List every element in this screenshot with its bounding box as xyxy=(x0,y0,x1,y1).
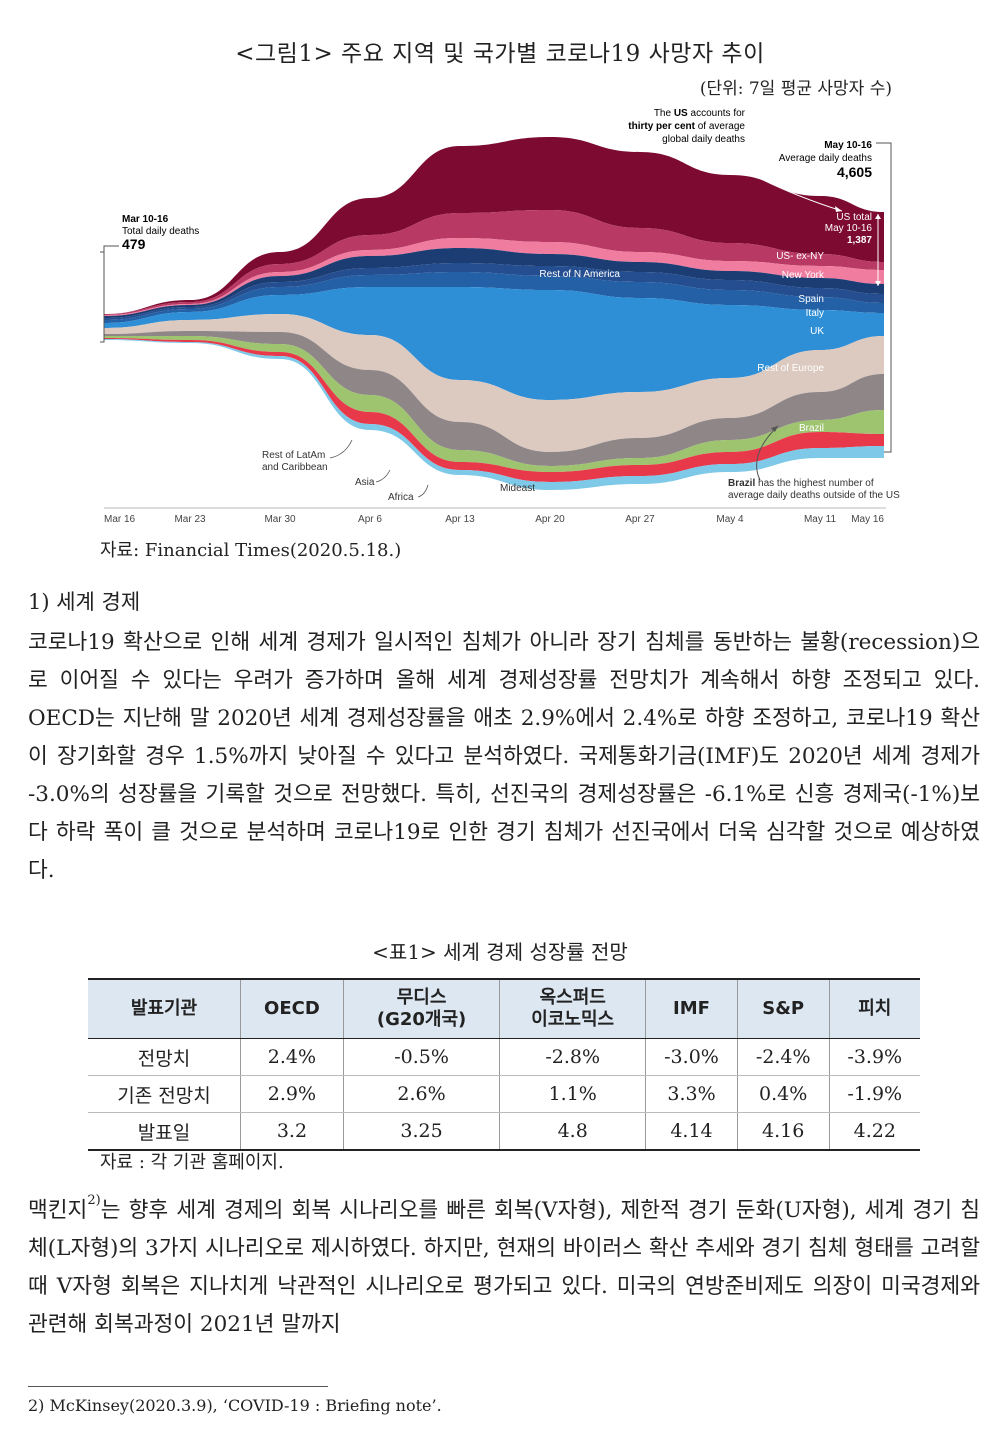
start-value: 479 xyxy=(122,236,146,252)
mckinsey-text: 맥킨지 xyxy=(28,1198,88,1223)
growth-forecast-table: 발표기관 OECD 무디스 (G20개국) 옥스퍼드 이코노믹스 IMF S&P… xyxy=(88,978,920,1151)
label-africa: Africa xyxy=(388,492,414,503)
x-tick-label: Apr 20 xyxy=(535,514,565,525)
label-us-ex-ny: US- ex-NY xyxy=(776,251,824,262)
table-cell: 0.4% xyxy=(736,1075,830,1113)
label-new-york: New York xyxy=(782,270,825,281)
table-row: 전망치 2.4% -0.5% -2.8% -3.0% -2.4% -3.9% xyxy=(88,1038,920,1076)
table-cell: 기존 전망치 xyxy=(88,1075,241,1113)
label-brazil: Brazil xyxy=(799,423,824,434)
th-oecd: OECD xyxy=(239,978,344,1039)
table-header-row: 발표기관 OECD 무디스 (G20개국) 옥스퍼드 이코노믹스 IMF S&P… xyxy=(88,978,920,1039)
x-tick-label: May 4 xyxy=(716,514,744,525)
us-note-line3: global daily deaths xyxy=(662,134,745,145)
layer-us-ex-ny xyxy=(104,137,884,314)
table-cell: -3.0% xyxy=(645,1038,738,1076)
layer-rest-of-n-america xyxy=(104,238,884,316)
table-cell: 2.6% xyxy=(342,1075,500,1113)
us-note-arrow xyxy=(704,145,843,212)
layer-uk xyxy=(104,272,884,323)
x-tick-label: Mar 23 xyxy=(174,514,206,525)
table-cell: -3.9% xyxy=(828,1038,920,1076)
table-cell: 3.2 xyxy=(239,1112,344,1151)
x-tick-label: Apr 6 xyxy=(358,514,382,525)
x-tick-label: Mar 30 xyxy=(264,514,296,525)
th-agency: 발표기관 xyxy=(88,978,241,1039)
label-mideast: Mideast xyxy=(500,483,535,494)
table-cell: -1.9% xyxy=(828,1075,920,1113)
x-tick-label: Apr 27 xyxy=(625,514,655,525)
table-row: 기존 전망치 2.9% 2.6% 1.1% 3.3% 0.4% -1.9% xyxy=(88,1075,920,1113)
section-heading: 1) 세계 경제 xyxy=(28,590,141,614)
brazil-note-line1: Brazil has the highest number of xyxy=(728,478,874,489)
table-cell: -2.4% xyxy=(736,1038,830,1076)
figure-unit: (단위: 7일 평균 사망자 수) xyxy=(699,79,892,99)
table-cell: 4.14 xyxy=(645,1112,738,1151)
table-cell: 3.3% xyxy=(645,1075,738,1113)
start-label: Mar 10-16 xyxy=(122,214,169,225)
table-cell: 전망치 xyxy=(88,1038,241,1076)
end-label: May 10-16 xyxy=(824,140,872,151)
table-title: <표1> 세계 경제 성장률 전망 xyxy=(372,940,628,964)
th-imf: IMF xyxy=(645,978,738,1039)
end-value: 4,605 xyxy=(837,164,872,180)
table-source: 자료 : 각 기관 홈페이지. xyxy=(100,1152,284,1173)
table-cell: 4.16 xyxy=(736,1112,830,1151)
layer-brazil xyxy=(104,331,884,466)
layer-rest-of-latam-and-caribbean xyxy=(104,314,884,452)
th-oxford: 옥스퍼드 이코노믹스 xyxy=(499,978,646,1039)
layer-spain xyxy=(104,248,884,318)
x-tick-label: May 16 xyxy=(851,514,884,525)
table-cell: 3.25 xyxy=(342,1112,500,1151)
label-asia: Asia xyxy=(355,477,375,488)
label-spain: Spain xyxy=(798,294,824,305)
label-latam-line1: Rest of LatAm xyxy=(262,450,325,461)
th-fitch: 피치 xyxy=(828,978,920,1039)
table-cell: -0.5% xyxy=(342,1038,500,1076)
table-cell: -2.8% xyxy=(499,1038,646,1076)
paragraph-world-economy: 코로나19 확산으로 인해 세계 경제가 일시적인 침체가 아니라 장기 침체를… xyxy=(28,630,980,883)
footnote-ref[interactable]: 2) xyxy=(87,1193,101,1208)
paragraph2-text: 는 향후 세계 경제의 회복 시나리오를 빠른 회복(V자형), 제한적 경기 … xyxy=(28,1198,980,1337)
us-total-value: 1,387 xyxy=(847,235,872,246)
label-rest-n-america: Rest of N America xyxy=(539,269,620,280)
label-latam-line2: and Caribbean xyxy=(262,462,328,473)
table-cell: 4.8 xyxy=(499,1112,646,1151)
us-note-line2: thirty per cent of average xyxy=(628,121,745,132)
us-total-period: May 10-16 xyxy=(825,223,873,234)
start-sub: Total daily deaths xyxy=(122,226,199,237)
table-cell: 발표일 xyxy=(88,1112,241,1151)
table-row: 발표일 3.2 3.25 4.8 4.14 4.16 4.22 xyxy=(88,1112,920,1151)
footnote-divider xyxy=(28,1386,328,1387)
x-tick-label: Mar 16 xyxy=(104,514,136,525)
end-sub: Average daily deaths xyxy=(779,153,872,164)
label-rest-of-europe: Rest of Europe xyxy=(757,363,824,374)
deaths-streamgraph: Mar 10-16 Total daily deaths 479 The US … xyxy=(100,108,900,525)
table-cell: 1.1% xyxy=(499,1075,646,1113)
x-tick-label: Apr 13 xyxy=(445,514,475,525)
layer-rest-of-europe xyxy=(104,287,884,400)
table-cell: 2.9% xyxy=(239,1075,344,1113)
us-total-label: US total xyxy=(836,212,872,223)
label-italy: Italy xyxy=(806,308,824,319)
paragraph-mckinsey: 맥킨지2)는 향후 세계 경제의 회복 시나리오를 빠른 회복(V자형), 제한… xyxy=(28,1192,980,1344)
table-cell: 4.22 xyxy=(828,1112,920,1151)
label-uk: UK xyxy=(810,326,824,337)
figure-source: 자료: Financial Times(2020.5.18.) xyxy=(100,540,402,561)
us-note-line1: The US accounts for xyxy=(654,108,746,119)
layer-italy xyxy=(104,263,884,320)
figure-title: <그림1> 주요 지역 및 국가별 코로나19 사망자 추이 xyxy=(235,41,765,67)
start-bracket xyxy=(100,251,105,343)
x-tick-label: May 11 xyxy=(804,514,836,525)
footnote: 2) McKinsey(2020.3.9), ‘COVID-19 : Brief… xyxy=(28,1396,442,1415)
th-moodys: 무디스 (G20개국) xyxy=(342,978,500,1039)
th-sp: S&P xyxy=(736,978,830,1039)
layer-new-york xyxy=(104,210,884,315)
end-bracket xyxy=(876,142,892,453)
brazil-note-line2: average daily deaths outside of the US xyxy=(728,490,900,501)
table-cell: 2.4% xyxy=(239,1038,344,1076)
